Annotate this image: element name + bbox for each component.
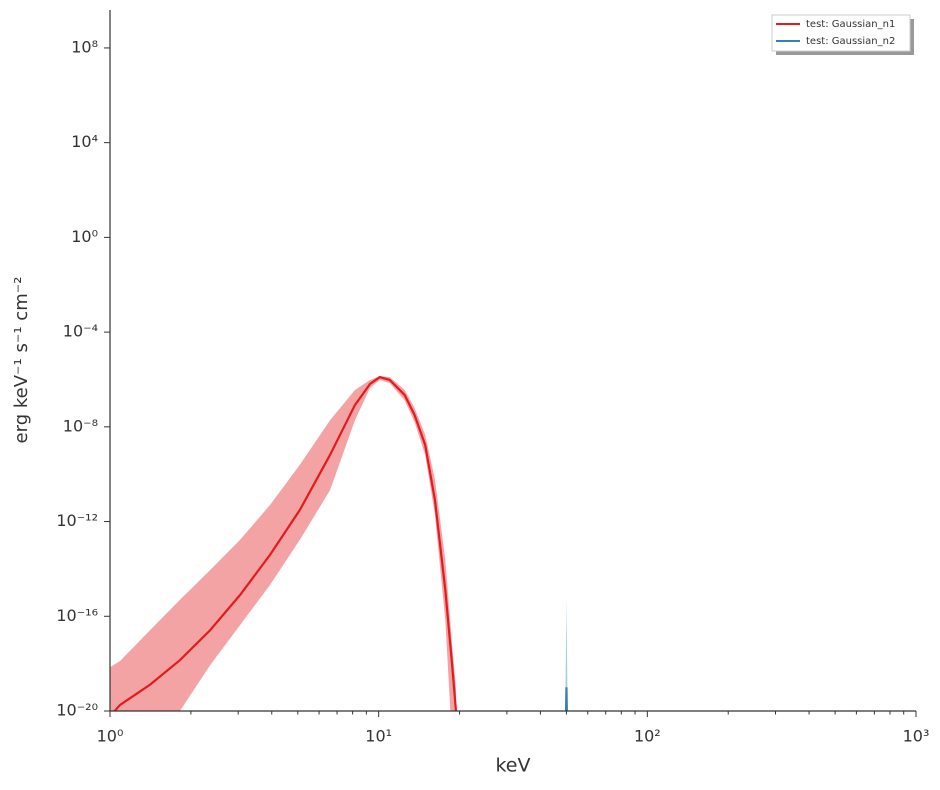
y-tick-label: 10⁻²⁰ xyxy=(56,701,98,720)
x-tick-label: 10⁰ xyxy=(97,727,124,746)
y-tick-label: 10⁸ xyxy=(71,37,98,56)
y-tick-label: 10⁻⁴ xyxy=(63,322,98,341)
x-axis-label: keV xyxy=(495,755,530,777)
y-tick-label: 10⁻¹⁶ xyxy=(56,606,98,625)
confidence-band xyxy=(110,376,456,711)
x-tick-label: 10³ xyxy=(903,727,930,746)
confidence-band xyxy=(565,599,568,711)
y-tick-label: 10⁻¹² xyxy=(56,511,98,530)
legend-box xyxy=(771,14,911,52)
legend-label: test: Gaussian_n1 xyxy=(806,19,895,30)
y-tick-label: 10⁰ xyxy=(71,227,98,246)
series-line xyxy=(113,375,458,711)
series-line xyxy=(564,687,568,711)
legend: test: Gaussian_n1 test: Gaussian_n2 xyxy=(771,14,914,55)
y-tick-label: 10⁻⁸ xyxy=(63,416,98,435)
x-tick-label: 10¹ xyxy=(365,727,392,746)
y-tick-label: 10⁴ xyxy=(71,132,98,151)
y-axis-label: erg keV⁻¹ s⁻¹ cm⁻² xyxy=(11,277,32,444)
plot-area xyxy=(110,375,568,711)
legend-label: test: Gaussian_n2 xyxy=(806,36,895,47)
x-tick-label: 10² xyxy=(634,727,661,746)
